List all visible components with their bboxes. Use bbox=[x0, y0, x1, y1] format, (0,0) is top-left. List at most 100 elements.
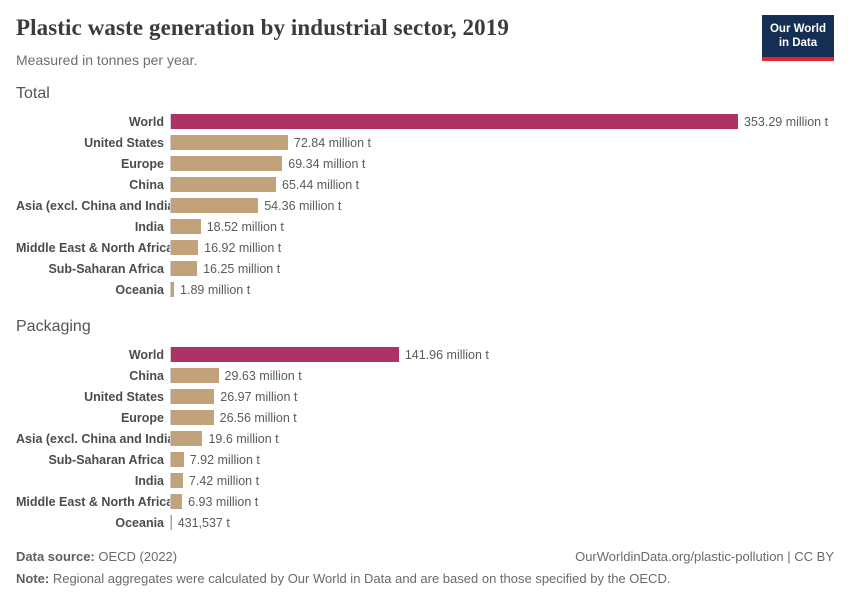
bar-track: 26.56 million t bbox=[170, 410, 834, 425]
bar-track: 7.92 million t bbox=[170, 452, 834, 467]
bar-row: China 29.63 million t bbox=[16, 368, 834, 383]
value-label: 29.63 million t bbox=[224, 368, 302, 383]
bar-track: 16.25 million t bbox=[170, 261, 834, 276]
bar-row: World 141.96 million t bbox=[16, 347, 834, 362]
bar[interactable] bbox=[171, 347, 399, 362]
bar[interactable] bbox=[171, 177, 277, 192]
value-label: 141.96 million t bbox=[404, 347, 489, 362]
bar[interactable] bbox=[171, 282, 175, 297]
category-label: Oceania bbox=[115, 515, 164, 530]
value-label: 7.42 million t bbox=[188, 473, 260, 488]
bar-track: 16.92 million t bbox=[170, 240, 834, 255]
data-source-label: Data source: bbox=[16, 549, 95, 564]
bar[interactable] bbox=[171, 219, 201, 234]
value-label: 16.25 million t bbox=[203, 261, 281, 276]
footer-line1: Data source: OECD (2022) OurWorldinData.… bbox=[16, 549, 834, 564]
bar-track: 54.36 million t bbox=[170, 198, 834, 213]
bar-track: 7.42 million t bbox=[170, 473, 834, 488]
bar-row: World 353.29 million t bbox=[16, 114, 834, 129]
facet-packaging: Packaging World 141.96 million t China 29.6… bbox=[16, 303, 834, 536]
category-label: Middle East & North Africa bbox=[16, 494, 174, 509]
bar-row: Asia (excl. China and India) 54.36 millio… bbox=[16, 198, 834, 213]
bar-row: China 65.44 million t bbox=[16, 177, 834, 192]
bar-row: Europe 69.34 million t bbox=[16, 156, 834, 171]
bar-track: 141.96 million t bbox=[170, 347, 834, 362]
category-label: World bbox=[128, 347, 164, 362]
bar[interactable] bbox=[171, 515, 172, 530]
category-label: Europe bbox=[120, 156, 164, 171]
bar-track: 431,537 t bbox=[170, 515, 834, 530]
value-label: 26.56 million t bbox=[219, 410, 297, 425]
owid-link[interactable]: OurWorldinData.org/plastic-pollution | C… bbox=[575, 549, 834, 564]
bar-row: United States 72.84 million t bbox=[16, 135, 834, 150]
bar-track: 72.84 million t bbox=[170, 135, 834, 150]
category-label: Oceania bbox=[115, 282, 164, 297]
chart-subtitle: Measured in tonnes per year. bbox=[16, 52, 198, 68]
bar-track: 1.89 million t bbox=[170, 282, 834, 297]
category-label: Sub-Saharan Africa bbox=[48, 261, 164, 276]
bar[interactable] bbox=[171, 198, 259, 213]
facet-total: Total World 353.29 million t United States… bbox=[16, 68, 834, 303]
category-label: China bbox=[129, 177, 164, 192]
bar[interactable] bbox=[171, 135, 288, 150]
value-label: 54.36 million t bbox=[264, 198, 342, 213]
note-label: Note: bbox=[16, 571, 50, 586]
bar[interactable] bbox=[171, 473, 183, 488]
bar-row: Middle East & North Africa 6.93 million t bbox=[16, 494, 834, 509]
value-label: 18.52 million t bbox=[206, 219, 284, 234]
bar[interactable] bbox=[171, 494, 183, 509]
bar-row: India 7.42 million t bbox=[16, 473, 834, 488]
bar[interactable] bbox=[171, 261, 198, 276]
facet-title-packaging: Packaging bbox=[16, 318, 91, 335]
bar-track: 26.97 million t bbox=[170, 389, 834, 404]
bar[interactable] bbox=[171, 452, 184, 467]
footer-note: Note: Regional aggregates were calculate… bbox=[16, 571, 834, 586]
bar[interactable] bbox=[171, 389, 215, 404]
value-label: 16.92 million t bbox=[204, 240, 282, 255]
bar-row: United States 26.97 million t bbox=[16, 389, 834, 404]
category-label: Asia (excl. China and India) bbox=[16, 431, 179, 446]
category-label: World bbox=[128, 114, 164, 129]
category-label: United States bbox=[84, 389, 164, 404]
category-label: United States bbox=[84, 135, 164, 150]
data-source-value: OECD (2022) bbox=[94, 549, 178, 564]
page-title: Plastic waste generation by industrial s… bbox=[16, 15, 509, 40]
header-text: Plastic waste generation by industrial s… bbox=[16, 15, 509, 68]
bar-track: 353.29 million t bbox=[170, 114, 834, 129]
bar-row: Middle East & North Africa 16.92 million … bbox=[16, 240, 834, 255]
bar-row: Europe 26.56 million t bbox=[16, 410, 834, 425]
category-label: China bbox=[129, 368, 164, 383]
bar[interactable] bbox=[171, 114, 738, 129]
facet-total-rows: World 353.29 million t United States 72.84 … bbox=[16, 114, 834, 297]
data-source: Data source: OECD (2022) bbox=[16, 549, 177, 564]
value-label: 353.29 million t bbox=[744, 114, 829, 129]
value-label: 26.97 million t bbox=[220, 389, 298, 404]
bar[interactable] bbox=[171, 431, 203, 446]
value-label: 7.92 million t bbox=[189, 452, 260, 467]
bar[interactable] bbox=[171, 240, 199, 255]
value-label: 65.44 million t bbox=[282, 177, 360, 192]
bar-track: 29.63 million t bbox=[170, 368, 834, 383]
owid-logo-line2: in Data bbox=[778, 37, 818, 50]
header: Plastic waste generation by industrial s… bbox=[16, 15, 834, 68]
bar[interactable] bbox=[171, 410, 214, 425]
bar-track: 6.93 million t bbox=[170, 494, 834, 509]
bar-row: Oceania 431,537 t bbox=[16, 515, 834, 530]
bar-track: 65.44 million t bbox=[170, 177, 834, 192]
value-label: 1.89 million t bbox=[180, 282, 251, 297]
category-label: Europe bbox=[120, 410, 164, 425]
bar[interactable] bbox=[171, 368, 219, 383]
bar-row: India 18.52 million t bbox=[16, 219, 834, 234]
bar-row: Sub-Saharan Africa 7.92 million t bbox=[16, 452, 834, 467]
bar[interactable] bbox=[171, 156, 283, 171]
note-value: Regional aggregates were calculated by O… bbox=[49, 571, 671, 586]
bar-row: Asia (excl. China and India) 19.6 million… bbox=[16, 431, 834, 446]
category-label: Asia (excl. China and India) bbox=[16, 198, 179, 213]
owid-logo: Our World in Data bbox=[761, 15, 834, 61]
value-label: 69.34 million t bbox=[288, 156, 366, 171]
category-label: Sub-Saharan Africa bbox=[48, 452, 164, 467]
value-label: 431,537 t bbox=[177, 515, 230, 530]
value-label: 19.6 million t bbox=[208, 431, 279, 446]
bar-row: Sub-Saharan Africa 16.25 million t bbox=[16, 261, 834, 276]
